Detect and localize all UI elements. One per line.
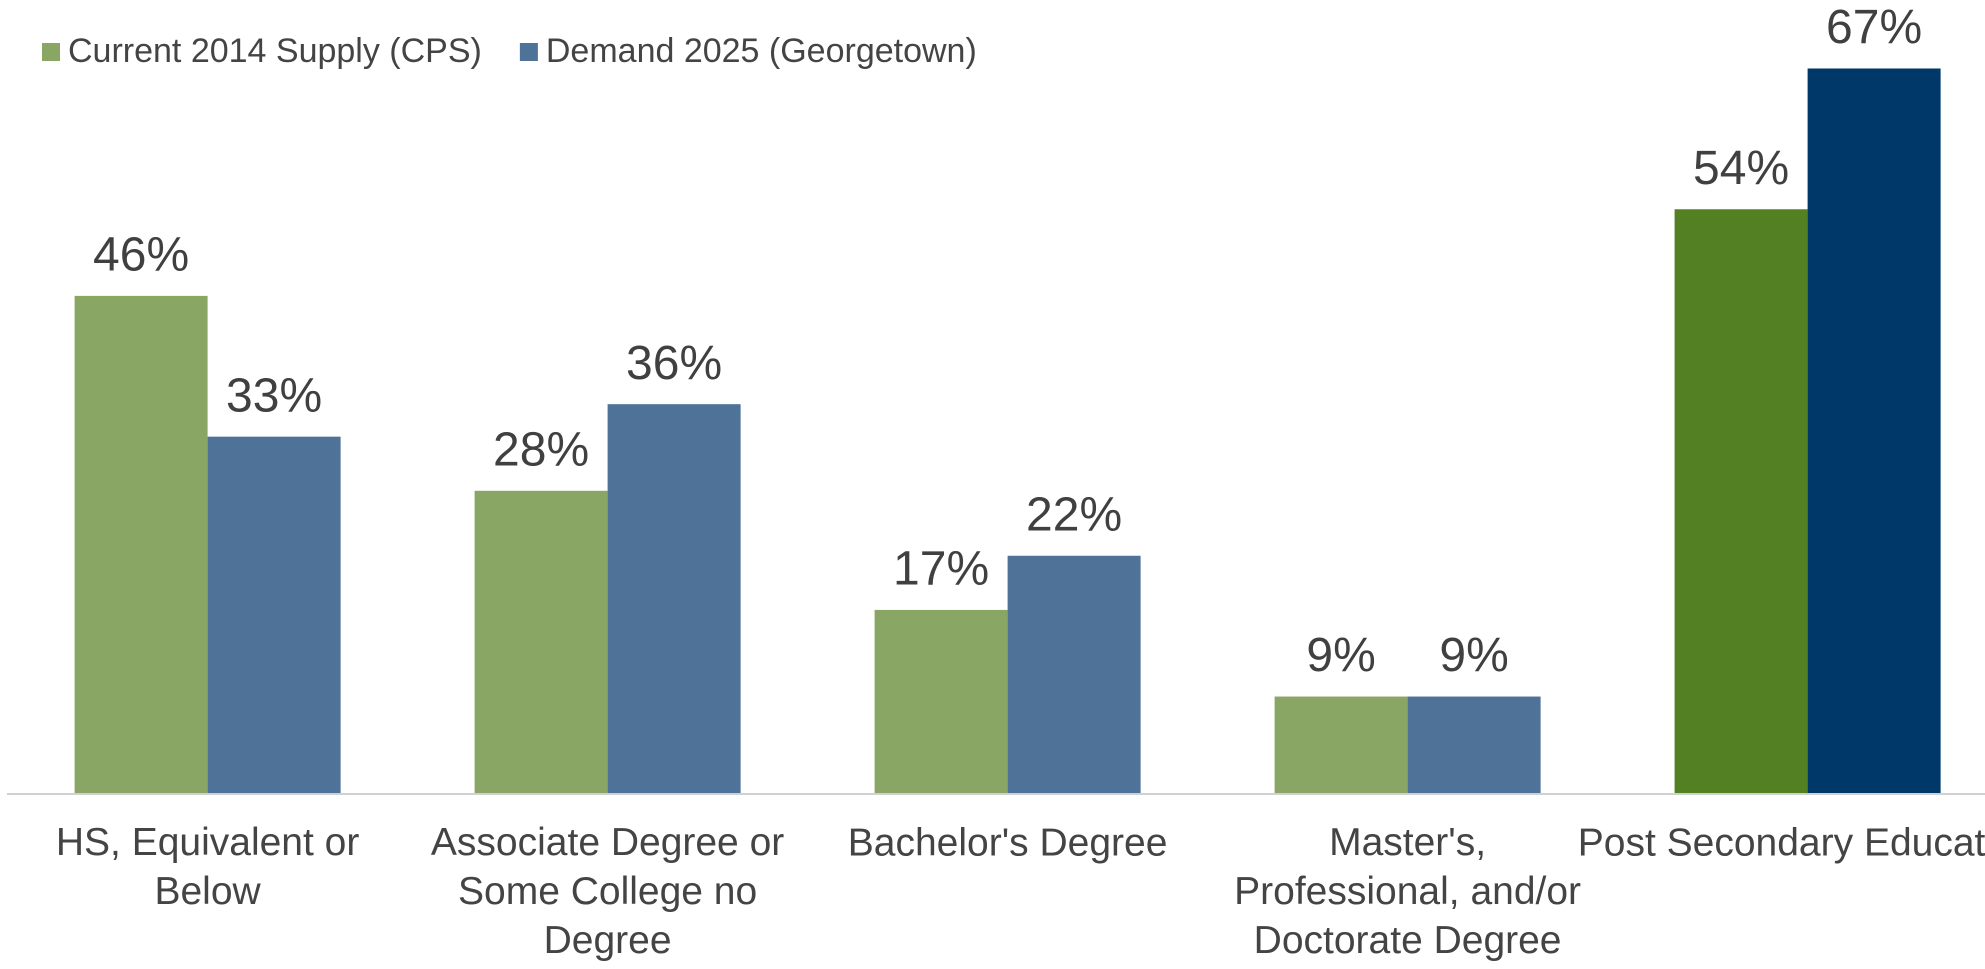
data-label: 22% [1026,488,1122,541]
legend-swatch [42,43,60,61]
data-label: 36% [626,337,722,390]
data-label: 9% [1306,629,1375,682]
data-label: 9% [1439,629,1508,682]
data-label: 33% [226,369,322,422]
data-label: 46% [93,229,189,282]
bar [1274,696,1408,794]
bar [1674,209,1808,794]
data-label: 54% [1693,142,1789,195]
x-tick-label: Post Secondary Education [1578,821,1985,864]
data-label: 67% [1826,1,1922,54]
bar [1407,696,1541,794]
x-tick-label: HS, Equivalent or Below [56,821,360,913]
bar [607,404,741,794]
data-label: 28% [493,423,589,476]
bar [874,609,1008,794]
bar [207,436,341,794]
x-tick-label: Master's, Professional, and/or Doctorate D… [1234,821,1581,962]
x-tick-label: Associate Degree or Some College no Degree [431,821,784,962]
data-label: 17% [893,543,989,596]
bar [74,295,208,794]
legend-label: Current 2014 Supply (CPS) [68,32,482,70]
legend-label: Demand 2025 (Georgetown) [546,32,977,70]
bar [1007,555,1141,794]
bar [474,490,608,794]
x-tick-label: Bachelor's Degree [848,821,1168,864]
bar [1807,68,1941,794]
legend-swatch [519,43,538,61]
